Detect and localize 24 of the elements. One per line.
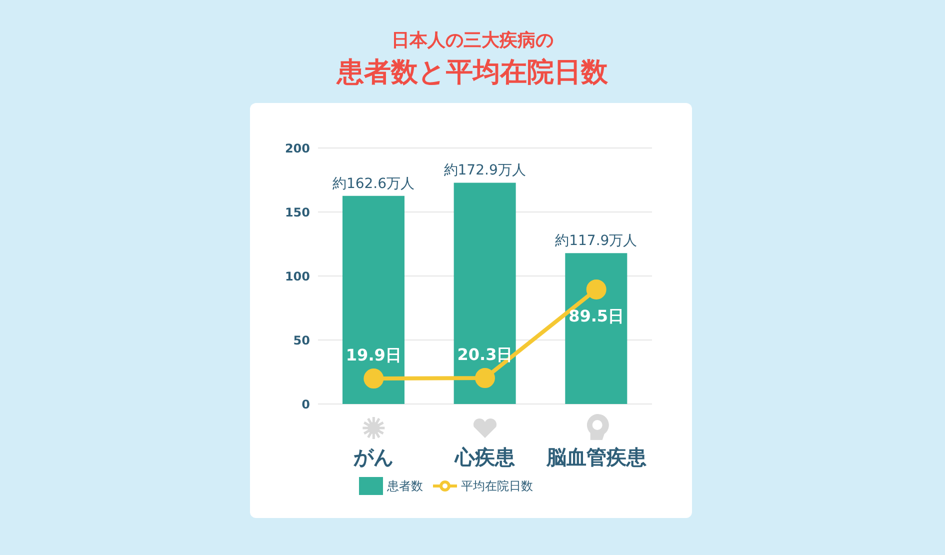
legend-label: 平均在院日数 — [461, 479, 533, 494]
y-tick-label: 100 — [284, 269, 310, 284]
bar — [454, 182, 516, 404]
x-tick-label: 脳血管疾患 — [545, 445, 648, 469]
y-tick-label: 200 — [284, 141, 310, 156]
chart-subtitle: 患者数と平均在院日数 — [335, 56, 609, 90]
data-label: 19.9日 — [346, 346, 402, 365]
point — [586, 279, 606, 300]
data-label: 20.3日 — [457, 345, 513, 364]
y-tick-label: 0 — [302, 397, 310, 412]
x-tick-label: がん — [352, 445, 394, 469]
data-label: 89.5日 — [568, 306, 624, 326]
data-label: 約162.6万人 — [332, 176, 415, 192]
point — [475, 368, 495, 388]
bar — [342, 196, 404, 404]
data-label: 約172.9万人 — [444, 162, 526, 179]
x-tick-label: 心疾患 — [454, 445, 516, 469]
data-label: 約117.9万人 — [555, 233, 638, 250]
y-tick-label: 50 — [293, 333, 310, 348]
legend-label: 患者数 — [387, 479, 423, 494]
y-tick-label: 150 — [284, 205, 310, 220]
bar — [565, 253, 628, 404]
chart-title: 日本人の三大疾病の — [390, 29, 554, 52]
point — [364, 368, 384, 389]
